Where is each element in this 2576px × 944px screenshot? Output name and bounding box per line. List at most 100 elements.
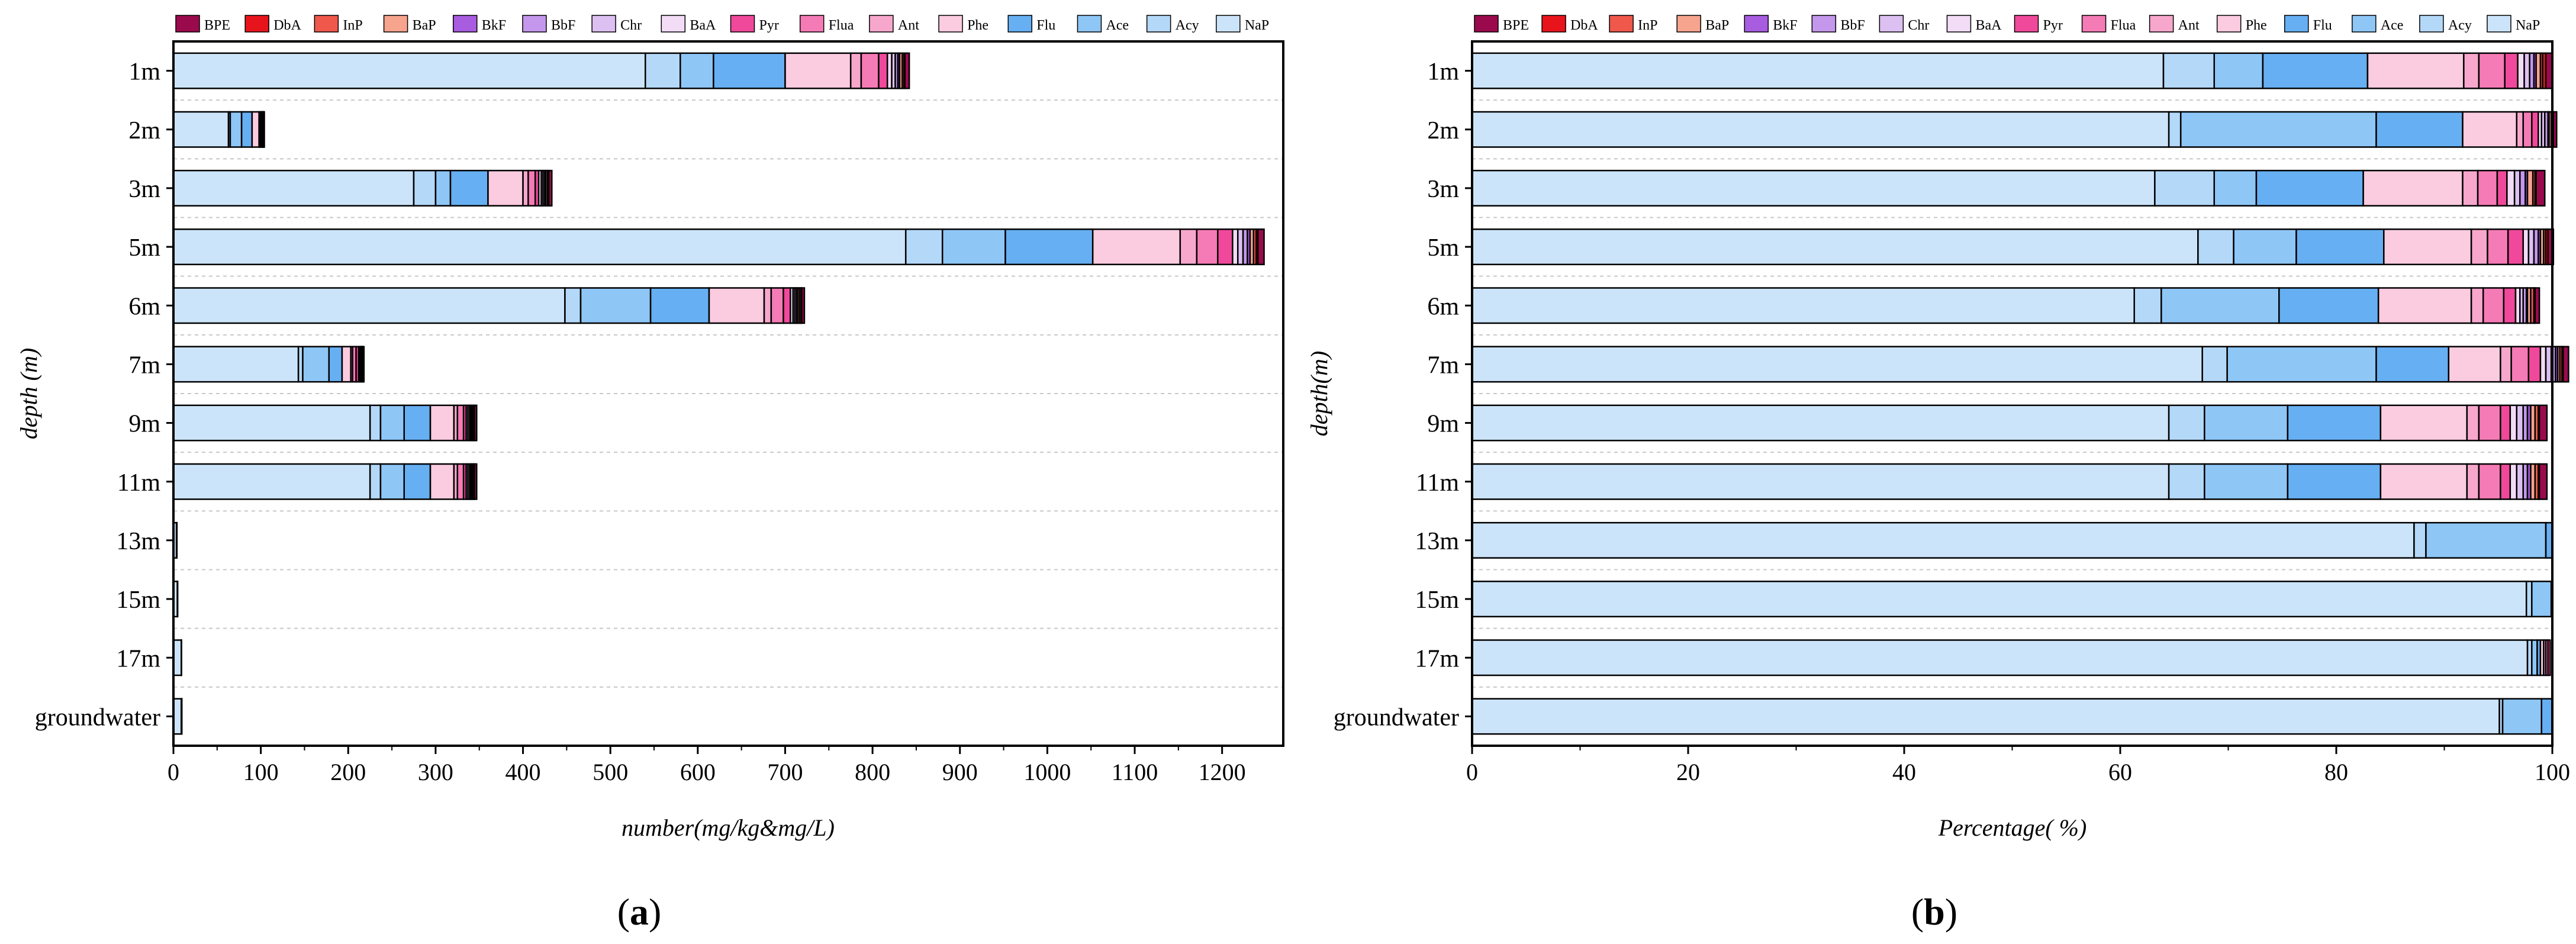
legend-item-flu-a: Flu: [1007, 15, 1055, 33]
legend-swatch: [2081, 15, 2107, 33]
legend-item-bap-b: BaP: [1676, 15, 1729, 33]
legend-swatch: [869, 15, 894, 33]
bar-segment-phe: [429, 463, 455, 500]
y-tick-label: 9m: [1427, 411, 1459, 438]
bar-segment-nap: [172, 346, 300, 383]
x-axis-label-a: number(mg/kg&mg/L): [622, 814, 835, 841]
bar-segment-ant: [2470, 228, 2488, 266]
bar-segment-bpe: [904, 52, 910, 89]
bar-segment-acy: [644, 52, 681, 89]
bar-segment-flu: [2295, 228, 2385, 266]
legend-item-bbf-b: BbF: [1811, 15, 1865, 33]
bar-segment-acy: [2201, 346, 2228, 383]
bar-segment-baa: [2506, 169, 2516, 207]
bar-segment-ace: [2204, 463, 2289, 500]
bar-segment-phe: [2448, 346, 2501, 383]
bar-segment-flua: [2522, 111, 2533, 148]
bar-segment-ant: [2466, 404, 2480, 442]
legend-label: BaP: [413, 18, 436, 33]
x-tick-label: 1000: [1023, 759, 1071, 785]
plot-frame-a: [172, 40, 1284, 747]
bar-segment-acy: [2525, 581, 2533, 618]
bar-segment-pyr: [2500, 404, 2511, 442]
legend-item-baa-b: BaA: [1946, 15, 2002, 33]
bar-segment-flua: [527, 169, 536, 207]
bar-segment-nap: [1471, 346, 2203, 383]
legend-swatch: [1216, 15, 1241, 33]
legend-label: Chr: [1908, 18, 1929, 33]
bar-segment-bpe: [362, 346, 365, 383]
legend-swatch: [1946, 15, 1972, 33]
legend-label: BPE: [1503, 18, 1529, 33]
y-tick-label: 9m: [128, 411, 160, 438]
bar-segment-ant: [2466, 463, 2480, 500]
legend-item-phe-a: Phe: [938, 15, 988, 33]
x-tick-label: 600: [680, 759, 716, 785]
bar-segment-chr: [2516, 463, 2524, 500]
bar-row-11m: [1471, 463, 2548, 500]
bar-row-5m: [1471, 228, 2555, 266]
y-tick-label: 5m: [1427, 234, 1459, 262]
bar-segment-phe: [784, 52, 852, 89]
bar-segment-chr: [1237, 228, 1244, 266]
legend-swatch: [1146, 15, 1171, 33]
legend-a: BPE DbA InP BaP BkF BbF Chr BaA Pyr Flua Ant Phe Flu…: [175, 15, 1269, 33]
x-tick-label: 0: [1466, 759, 1478, 785]
y-tick-label: 5m: [128, 234, 160, 262]
bar-segment-ace: [2531, 639, 2538, 676]
bar-segment-acy: [2168, 463, 2205, 500]
bar-segment-acy: [369, 404, 382, 442]
legend-swatch: [938, 15, 963, 33]
x-tick-label: 800: [855, 759, 890, 785]
y-tick-label: 7m: [128, 352, 160, 379]
x-tick-label: 900: [942, 759, 978, 785]
bar-segment-flu: [2375, 111, 2464, 148]
bar-segment-ant: [849, 52, 862, 89]
legend-item-flu-b: Flu: [2284, 15, 2332, 33]
bar-row-17m: [172, 639, 182, 676]
bar-segment-ace: [2213, 169, 2258, 207]
bar-row-7m: [1471, 346, 2569, 383]
bar-segment-ace: [379, 404, 405, 442]
legend-item-dba-a: DbA: [244, 15, 302, 33]
bar-segment-phe: [251, 111, 260, 148]
legend-item-ace-a: Ace: [1077, 15, 1129, 33]
legend-swatch: [1007, 15, 1032, 33]
bar-segment-ant: [2516, 111, 2524, 148]
bar-segment-baa: [2517, 52, 2525, 89]
x-tick-label: 1100: [1112, 759, 1158, 785]
bar-segment-flua: [2478, 52, 2506, 89]
bar-row-2m: [172, 111, 265, 148]
legend-swatch: [175, 15, 200, 33]
bar-segment-flu: [403, 463, 432, 500]
x-tick-label: 40: [1892, 759, 1916, 785]
bar-segment-bpe: [2562, 346, 2569, 383]
bar-segment-pyr: [783, 287, 791, 324]
legend-swatch: [1541, 15, 1566, 33]
y-tick-label: groundwater: [35, 704, 160, 731]
bar-row-13m: [172, 521, 178, 559]
bar-segment-bpe: [2535, 169, 2546, 207]
bar-segment-bpe: [2552, 111, 2558, 148]
bar-segment-nap: [1471, 287, 2135, 324]
bar-segment-pyr: [2496, 169, 2508, 207]
bar-segment-phe: [708, 287, 765, 324]
panel-b: BPE DbA InP BaP BkF BbF Chr BaA Pyr Flua Ant Phe Flu…: [1306, 15, 2570, 933]
y-tick-label: 15m: [1415, 587, 1459, 614]
legend-label: Flu: [2313, 18, 2332, 33]
x-tick-label: 1200: [1199, 759, 1246, 785]
legend-label: BaA: [690, 18, 716, 33]
bar-segment-flu: [2287, 404, 2382, 442]
bar-segment-flua: [770, 287, 784, 324]
bar-segment-ant: [2470, 287, 2484, 324]
x-ticks-b: 0 20 40 60 80 100: [1466, 746, 2570, 785]
y-ticks-a: 1m 2m 3m 5m 6m 7m 9m 11m 13m 15m 17m groundwater: [35, 59, 173, 731]
x-ticks-a: 0 100 200 300 400 500 600 700 800 900 1000 1100 1200: [168, 746, 1246, 785]
x-tick-label: 100: [2535, 759, 2570, 785]
bar-segment-nap: [1471, 463, 2170, 500]
legend-item-chr-a: Chr: [591, 15, 642, 33]
bar-segment-baa: [2509, 463, 2518, 500]
x-tick-label: 60: [2108, 759, 2132, 785]
legend-swatch: [1744, 15, 1769, 33]
